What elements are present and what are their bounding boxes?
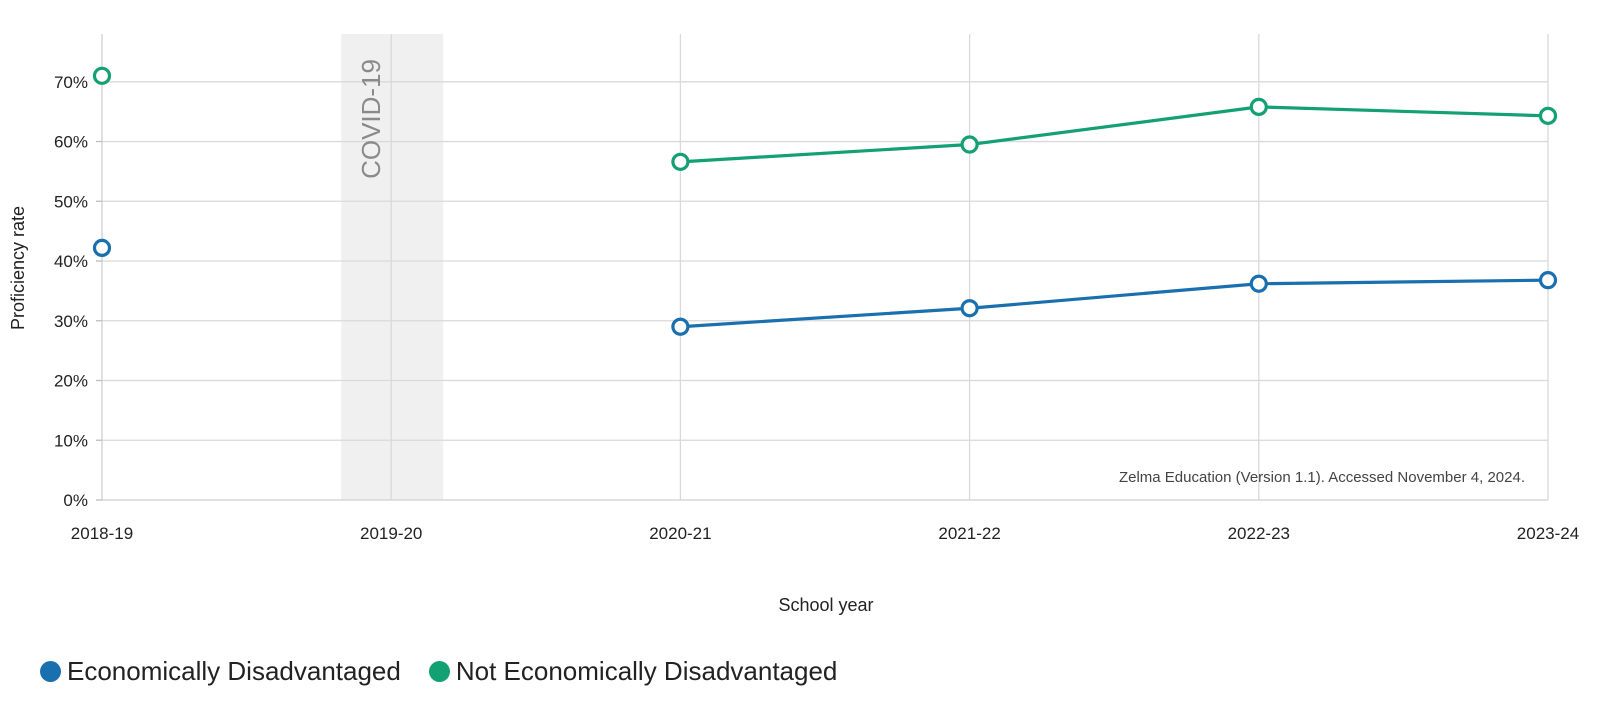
series-line bbox=[680, 105, 1549, 164]
x-tick-label: 2022-23 bbox=[1228, 524, 1290, 543]
covid-band bbox=[341, 34, 444, 500]
y-tick-label: 60% bbox=[54, 133, 88, 152]
legend-label: Not Economically Disadvantaged bbox=[455, 656, 838, 686]
data-point bbox=[1249, 274, 1268, 293]
legend-swatch bbox=[428, 661, 450, 682]
y-tick-label: 30% bbox=[54, 312, 88, 331]
y-tick-label: 0% bbox=[63, 491, 88, 510]
legend-item: Economically Disadvantaged bbox=[40, 656, 401, 687]
data-point bbox=[960, 299, 979, 318]
data-point bbox=[1538, 106, 1558, 125]
legend-label: Economically Disadvantaged bbox=[67, 656, 401, 686]
chart: 0% 10% 20% 30% 40% 50% 60% 70% 2018-19 2019-20 202… bbox=[8, 34, 1579, 615]
x-tick-label: 2021-22 bbox=[938, 524, 1000, 543]
data-point bbox=[1249, 97, 1268, 116]
x-tick-label: 2023-24 bbox=[1517, 524, 1579, 543]
source-note: Zelma Education (Version 1.1). Accessed … bbox=[1119, 469, 1525, 486]
series-line bbox=[680, 278, 1549, 329]
y-tick-label: 40% bbox=[54, 252, 88, 271]
x-tick-label: 2018-19 bbox=[71, 524, 133, 543]
data-point bbox=[960, 135, 979, 154]
data-point bbox=[92, 238, 112, 257]
y-axis-title: Proficiency rate bbox=[8, 206, 28, 330]
data-point bbox=[671, 152, 690, 171]
data-point bbox=[1538, 271, 1558, 290]
covid-band-layer bbox=[341, 34, 444, 500]
x-tick-label: 2020-21 bbox=[649, 524, 711, 543]
data-point bbox=[671, 317, 690, 336]
data-point bbox=[92, 66, 112, 85]
x-tick-label: 2019-20 bbox=[360, 524, 422, 543]
grid-layer bbox=[102, 34, 1549, 500]
y-tick-label: 50% bbox=[54, 192, 88, 211]
x-axis-title: School year bbox=[778, 595, 873, 615]
series-not-economically-disadvantaged bbox=[92, 66, 1558, 171]
series-layer bbox=[92, 66, 1558, 336]
axis-layer: 0% 10% 20% 30% 40% 50% 60% 70% 2018-19 2019-20 202… bbox=[54, 34, 1579, 543]
series-economically-disadvantaged bbox=[92, 238, 1558, 336]
legend-item: Not Economically Disadvantaged bbox=[428, 656, 838, 687]
legend: Economically Disadvantaged Not Economical… bbox=[40, 656, 837, 687]
y-tick-label: 20% bbox=[54, 372, 88, 391]
y-tick-label: 10% bbox=[54, 431, 88, 450]
covid-label: COVID-19 bbox=[356, 59, 386, 179]
legend-swatch bbox=[40, 661, 61, 682]
y-tick-label: 70% bbox=[54, 73, 88, 92]
